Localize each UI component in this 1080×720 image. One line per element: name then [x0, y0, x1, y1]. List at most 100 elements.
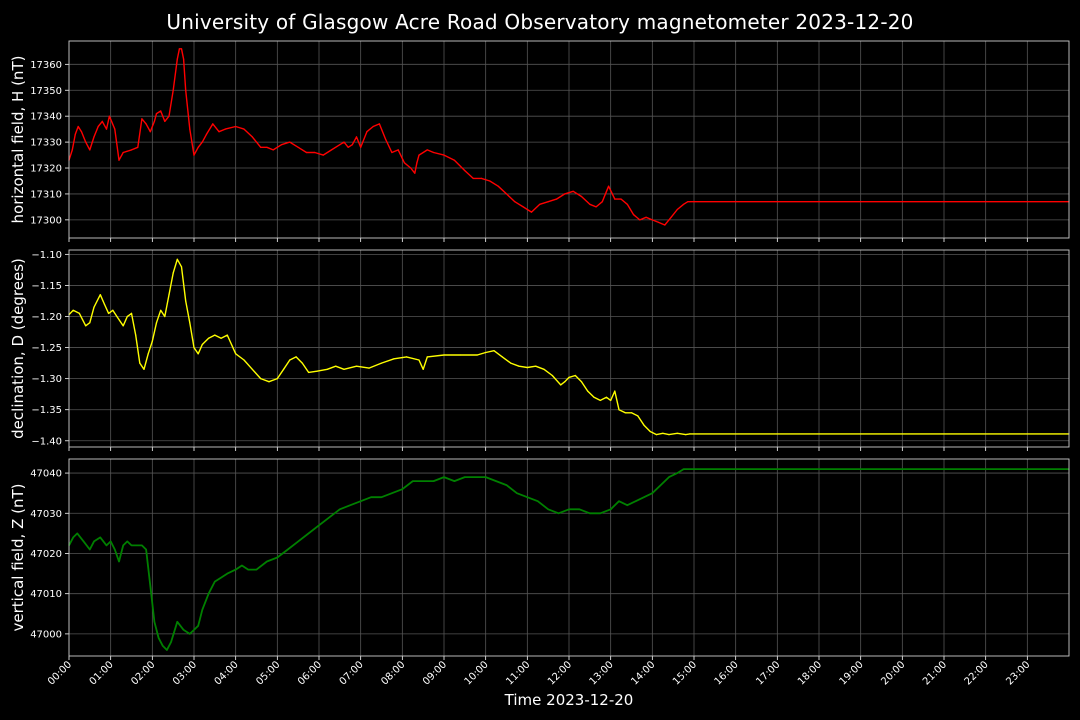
data-point	[416, 162, 418, 164]
data-point	[114, 128, 116, 130]
data-point	[201, 141, 203, 143]
data-point	[189, 633, 191, 635]
data-point	[166, 649, 168, 651]
data-point	[72, 309, 74, 311]
x-tick-label: 05:00	[254, 659, 282, 687]
data-point	[601, 201, 603, 203]
data-point	[568, 508, 570, 510]
data-point	[560, 384, 562, 386]
data-point	[426, 149, 428, 151]
x-tick-label: 02:00	[129, 659, 157, 687]
data-point	[355, 136, 358, 138]
y-tick-label: 47020	[30, 549, 62, 560]
data-point	[243, 128, 245, 130]
data-point	[135, 544, 137, 547]
data-point	[518, 365, 520, 367]
x-tick-label: 19:00	[838, 659, 866, 687]
data-point	[328, 516, 330, 518]
x-tick-label: 17:00	[754, 659, 782, 687]
data-point	[122, 151, 124, 154]
data-point	[110, 540, 112, 543]
data-point	[80, 131, 83, 133]
axes-frame	[68, 40, 1070, 239]
data-point	[668, 476, 670, 478]
y-axis-label: vertical field, Z (nT)	[9, 483, 27, 631]
data-point	[422, 368, 424, 370]
data-point	[220, 337, 222, 339]
y-tick-label: 17360	[30, 60, 62, 71]
data-point	[126, 540, 128, 543]
data-point	[343, 141, 345, 143]
data-point	[326, 368, 328, 370]
data-point	[78, 312, 80, 314]
x-tick-label: 11:00	[504, 659, 532, 687]
data-point	[268, 381, 270, 383]
data-point	[93, 306, 95, 308]
axes-frame	[68, 458, 1070, 657]
data-point	[162, 645, 164, 647]
data-point	[599, 399, 601, 401]
data-point	[226, 334, 228, 336]
data-point	[547, 201, 549, 203]
data-point	[608, 185, 610, 187]
y-tick-label: 17350	[30, 86, 62, 97]
data-point	[185, 300, 187, 302]
data-point	[422, 151, 424, 154]
data-point	[176, 258, 178, 260]
axes-frame	[68, 249, 1070, 448]
data-point	[168, 115, 170, 117]
data-point	[77, 125, 79, 128]
data-point	[189, 322, 191, 324]
data-point	[676, 472, 678, 474]
x-tick-label: 22:00	[963, 659, 991, 687]
data-point	[355, 365, 358, 367]
data-point	[89, 322, 91, 324]
data-point	[443, 154, 445, 156]
data-point	[185, 89, 187, 91]
y-tick-label: 47040	[30, 469, 62, 480]
panel-1: −1.40 −1.35 −1.30 −1.25 −1.20 −1.15 −1.10 decli…	[9, 249, 1070, 451]
x-tick-label: 20:00	[879, 659, 907, 687]
data-point	[343, 368, 345, 370]
data-point	[114, 548, 116, 551]
data-point	[266, 560, 268, 563]
x-tick-label: 07:00	[338, 659, 366, 687]
data-point	[122, 325, 124, 327]
data-point	[153, 621, 155, 623]
data-point	[378, 123, 380, 125]
data-point	[118, 159, 120, 161]
data-point	[658, 221, 660, 223]
data-point	[260, 378, 262, 380]
y-tick-label: 17320	[30, 164, 62, 175]
data-point	[485, 351, 487, 354]
data-point	[405, 356, 408, 358]
data-point	[183, 58, 185, 60]
data-point	[103, 303, 105, 305]
data-point	[370, 496, 372, 498]
data-point	[316, 370, 318, 372]
data-point	[687, 468, 689, 470]
x-tick-label: 01:00	[88, 659, 116, 687]
y-tick-label: −1.25	[31, 343, 62, 354]
data-point	[339, 508, 341, 510]
data-point	[645, 216, 647, 218]
data-point	[535, 365, 537, 367]
y-tick-label: 47000	[30, 629, 62, 640]
data-point	[126, 315, 128, 318]
data-point	[139, 362, 141, 364]
data-point	[289, 141, 291, 143]
data-point	[662, 432, 664, 434]
data-point	[683, 468, 685, 470]
data-point	[393, 358, 395, 360]
data-point	[633, 214, 635, 216]
y-tick-label: −1.40	[31, 436, 62, 447]
data-point	[380, 362, 383, 364]
data-point	[443, 354, 445, 356]
data-point	[197, 625, 199, 627]
x-tick-label: 23:00	[1004, 659, 1032, 687]
y-tick-label: −1.35	[31, 405, 62, 416]
data-point	[172, 89, 174, 91]
data-point	[397, 149, 399, 151]
data-point	[368, 367, 370, 369]
data-point	[251, 136, 253, 138]
